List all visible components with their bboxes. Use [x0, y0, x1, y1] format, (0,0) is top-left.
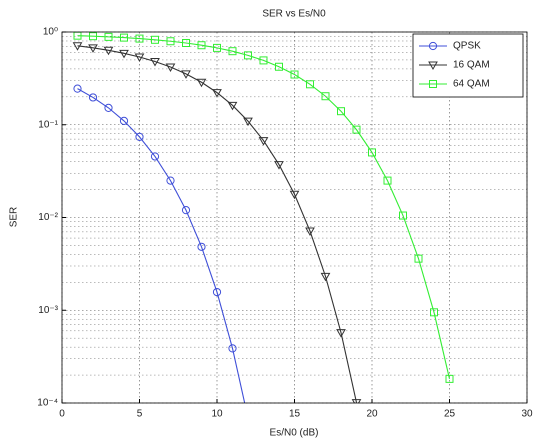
marker: [290, 70, 299, 79]
marker: [197, 41, 206, 50]
marker: [119, 116, 129, 126]
marker: [213, 43, 221, 52]
marker: [228, 47, 237, 56]
marker: [414, 254, 423, 263]
marker: [258, 137, 269, 146]
marker: [134, 53, 145, 62]
y-tick-label: 10⁻⁴: [37, 398, 58, 409]
marker: [197, 242, 206, 251]
marker: [150, 152, 160, 161]
marker: [351, 399, 362, 403]
marker: [150, 57, 160, 67]
marker: [275, 62, 283, 71]
marker: [89, 32, 97, 41]
marker: [196, 78, 207, 88]
marker: [72, 42, 83, 51]
marker: [445, 374, 454, 383]
marker: [228, 344, 237, 353]
x-tick-label: 30: [521, 409, 533, 420]
marker: [289, 190, 300, 200]
y-axis-label: SER: [9, 207, 20, 228]
marker: [320, 272, 331, 282]
series-line: [77, 45, 358, 403]
marker: [104, 103, 113, 112]
marker: [135, 34, 144, 43]
series-line: [77, 35, 451, 380]
legend-marker: [428, 61, 438, 71]
marker: [166, 37, 175, 46]
marker: [352, 125, 361, 134]
marker: [165, 63, 176, 73]
marker: [104, 32, 113, 41]
chart-title: SER vs Es/N0: [262, 9, 326, 20]
marker: [399, 211, 407, 220]
marker: [368, 148, 376, 157]
marker: [383, 176, 392, 185]
marker: [135, 132, 144, 141]
marker: [166, 176, 175, 185]
legend-marker: [428, 41, 438, 51]
marker: [181, 70, 191, 79]
marker: [120, 33, 128, 42]
marker: [336, 329, 346, 338]
marker: [88, 44, 98, 53]
marker: [88, 93, 98, 102]
marker: [306, 80, 314, 89]
y-tick-label: 10⁰: [43, 27, 58, 38]
marker: [119, 49, 129, 59]
marker: [430, 308, 438, 317]
legend-label: 64 QAM: [453, 79, 490, 90]
legend-marker: [429, 80, 437, 88]
marker: [305, 227, 315, 237]
marker: [182, 39, 190, 48]
marker: [243, 117, 253, 127]
marker: [73, 84, 82, 93]
x-tick-label: 10: [211, 409, 223, 420]
legend-label: 16 QAM: [453, 60, 490, 71]
marker: [151, 35, 159, 44]
y-tick-label: 10⁻²: [38, 212, 58, 223]
y-tick-label: 10⁻³: [38, 305, 58, 316]
marker: [337, 107, 345, 116]
x-tick-label: 0: [59, 409, 65, 420]
marker: [259, 56, 268, 65]
x-tick-label: 5: [137, 409, 143, 420]
y-tick-label: 10⁻¹: [38, 119, 58, 130]
series-line: [77, 88, 246, 403]
marker: [244, 51, 252, 60]
legend-label: QPSK: [453, 41, 481, 52]
marker: [321, 92, 330, 101]
marker: [212, 89, 222, 98]
marker: [227, 101, 238, 111]
x-axis-label: Es/N0 (dB): [270, 428, 319, 439]
marker: [181, 206, 191, 215]
x-tick-label: 25: [444, 409, 456, 420]
x-tick-label: 20: [366, 409, 378, 420]
marker: [212, 287, 222, 297]
x-tick-label: 15: [289, 409, 301, 420]
marker: [274, 161, 284, 170]
marker: [103, 46, 114, 56]
